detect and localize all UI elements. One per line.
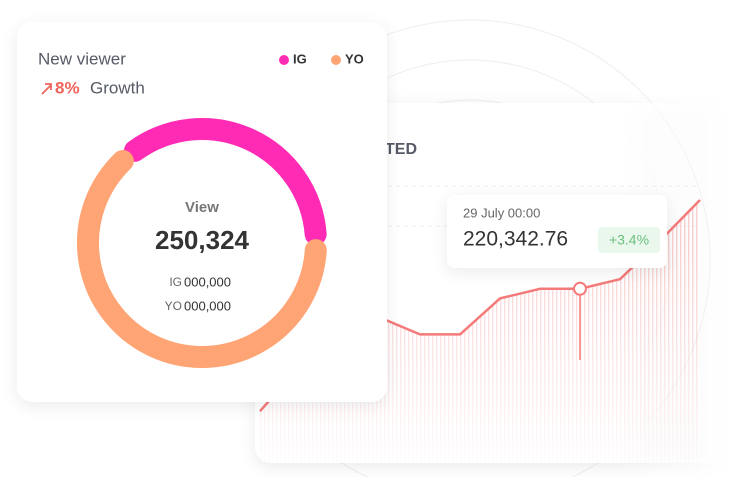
row-name: IG <box>169 275 182 289</box>
growth-label: Growth <box>90 78 145 97</box>
legend: IG YO <box>279 51 364 66</box>
tooltip-value: 220,342.76 <box>463 228 568 251</box>
tooltip-change: +3.4% <box>609 232 649 248</box>
legend-dot <box>331 55 341 65</box>
legend-label: YO <box>345 51 364 66</box>
row-value: 000,000 <box>184 274 231 289</box>
point-marker <box>573 281 587 296</box>
row-value: 000,000 <box>184 298 231 313</box>
legend-label: IG <box>293 51 307 66</box>
growth-value: 8% <box>55 78 80 97</box>
row-name: YO <box>165 299 182 313</box>
tooltip-date: 29 July 00:00 <box>463 205 540 220</box>
card-title: New viewer <box>38 49 126 68</box>
line-area <box>260 200 700 470</box>
growth-arrow <box>41 83 52 95</box>
change-badge <box>598 227 660 253</box>
donut-segment <box>123 118 327 246</box>
legend-dot <box>279 55 289 65</box>
donut-segment <box>77 149 327 368</box>
donut <box>77 118 327 368</box>
center-total: 250,324 <box>155 225 250 255</box>
center-label: View <box>185 199 219 216</box>
back-title: TED <box>385 141 417 158</box>
